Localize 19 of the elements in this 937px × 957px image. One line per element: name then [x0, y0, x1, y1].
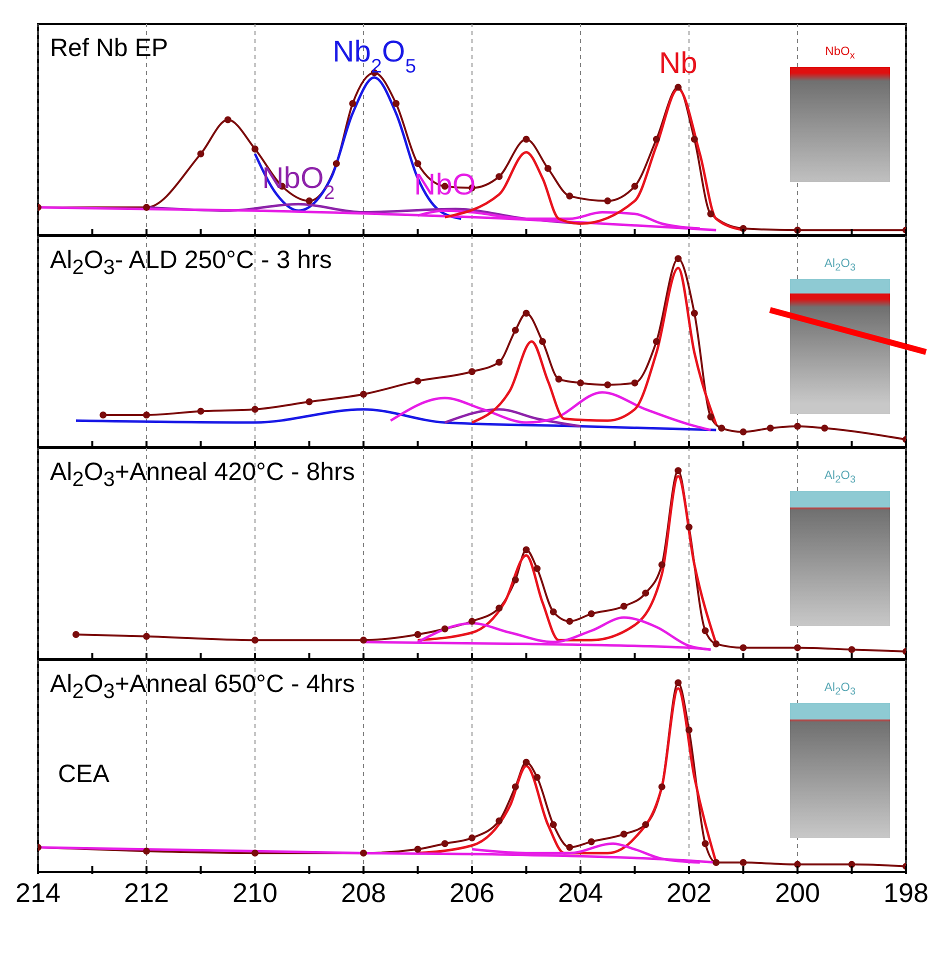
text: Ref Nb EP	[50, 34, 168, 63]
annotation: Al$_{2}$O$_{3}$	[823, 468, 857, 486]
x-tick-label: 210	[232, 878, 278, 908]
annotation: CEA	[58, 760, 110, 789]
annotation: Al$_{2}$O$_{3}$+Anneal 420°C - 8hrs	[50, 458, 355, 492]
annotation: Al$_{2}$O$_{3}$- ALD 250°C - 3 hrs	[50, 246, 332, 280]
x-tick-label: 214	[15, 878, 61, 908]
x-tick-label: 198	[883, 878, 929, 908]
x-tick-label: 202	[666, 878, 712, 908]
x-tick-label: 204	[558, 878, 604, 908]
series-label: Nb	[658, 46, 698, 80]
x-tick-label: 212	[124, 878, 170, 908]
x-tick-label: 206	[449, 878, 495, 908]
annotation: Al$_{2}$O$_{3}$+Anneal 650°C - 4hrs	[50, 670, 355, 704]
annotation: Al$_{2}$O$_{3}$	[823, 256, 857, 274]
annotation: Al$_{2}$O$_{3}$	[823, 680, 857, 698]
x-tick-label: 208	[340, 878, 386, 908]
x-tick-label: 200	[774, 878, 820, 908]
text: NbO$_{x}$	[824, 44, 856, 62]
